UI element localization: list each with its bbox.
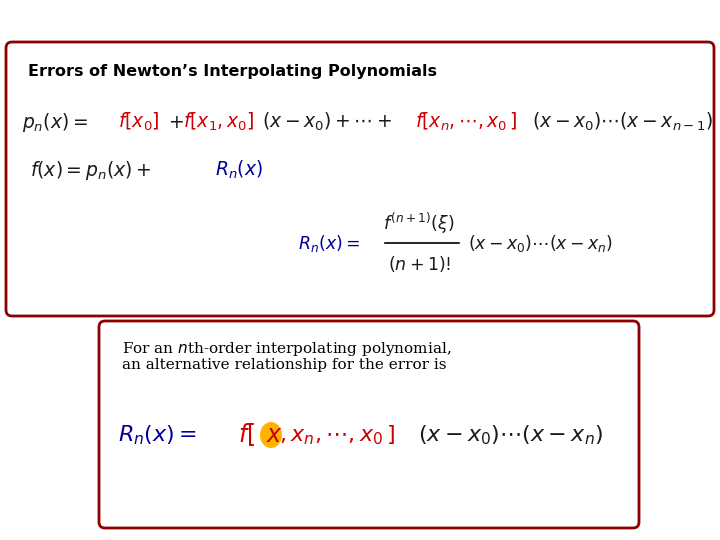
Text: NEWTON’S DIVIDED-DIFFERENCE  INTERPOLATING  POLYNOMALS: NEWTON’S DIVIDED-DIFFERENCE INTERPOLATIN… [148,11,703,26]
Text: $p_n(x) = $: $p_n(x) = $ [22,111,88,133]
Text: $f[x_n, \cdots, x_0\,]$: $f[x_n, \cdots, x_0\,]$ [415,111,518,133]
Text: $(x - x_0) \cdots (x - x_{n-1})$: $(x - x_0) \cdots (x - x_{n-1})$ [532,111,713,133]
Ellipse shape [260,422,282,448]
Text: $(x - x_0) + \cdots +$: $(x - x_0) + \cdots +$ [262,111,392,133]
Text: $f[x_0]$: $f[x_0]$ [118,111,160,133]
Text: For an $n$th-order interpolating polynomial,: For an $n$th-order interpolating polynom… [122,340,451,358]
Text: $f^{(n+1)}(\xi)$: $f^{(n+1)}(\xi)$ [383,211,454,235]
Text: $x$: $x$ [266,423,283,447]
Text: $(n + 1)!$: $(n + 1)!$ [388,254,451,274]
FancyBboxPatch shape [6,42,714,316]
Text: an alternative relationship for the error is: an alternative relationship for the erro… [122,358,446,372]
Text: Sec:18.1: Sec:18.1 [12,5,147,33]
Text: $+$: $+$ [168,112,184,132]
Text: Errors of Newton’s Interpolating Polynomials: Errors of Newton’s Interpolating Polynom… [28,64,437,79]
FancyBboxPatch shape [99,321,639,528]
Text: $R_n(x) =$: $R_n(x) =$ [118,423,197,447]
Text: $R_n(x) =$: $R_n(x) =$ [298,233,360,253]
Text: $R_n(x)$: $R_n(x)$ [215,159,263,181]
Text: $(x - x_0) \cdots (x - x_n)$: $(x - x_0) \cdots (x - x_n)$ [468,233,613,253]
Text: $(x - x_0) \cdots (x - x_n)$: $(x - x_0) \cdots (x - x_n)$ [418,423,603,447]
Text: $f[x_1, x_0]$: $f[x_1, x_0]$ [183,111,254,133]
Text: $f[$: $f[$ [238,422,255,448]
Text: $f(x) = p_n(x) +$: $f(x) = p_n(x) +$ [30,159,151,181]
Text: $, x_n, \cdots, x_0\,]$: $, x_n, \cdots, x_0\,]$ [279,423,395,447]
